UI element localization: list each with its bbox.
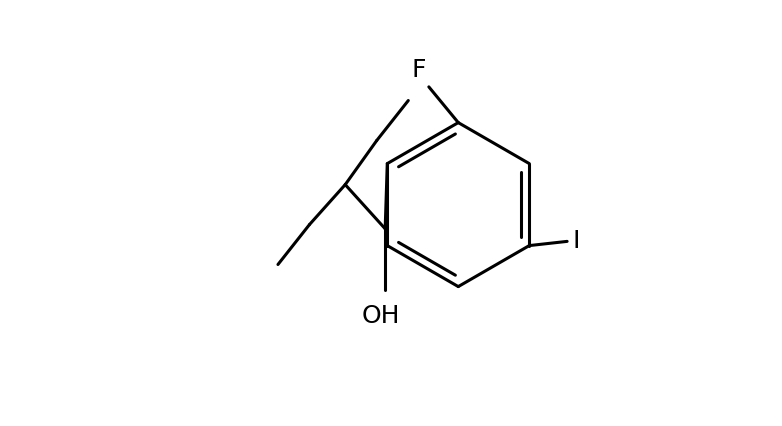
Text: F: F (411, 58, 425, 82)
Text: OH: OH (362, 305, 400, 328)
Text: I: I (572, 229, 579, 253)
